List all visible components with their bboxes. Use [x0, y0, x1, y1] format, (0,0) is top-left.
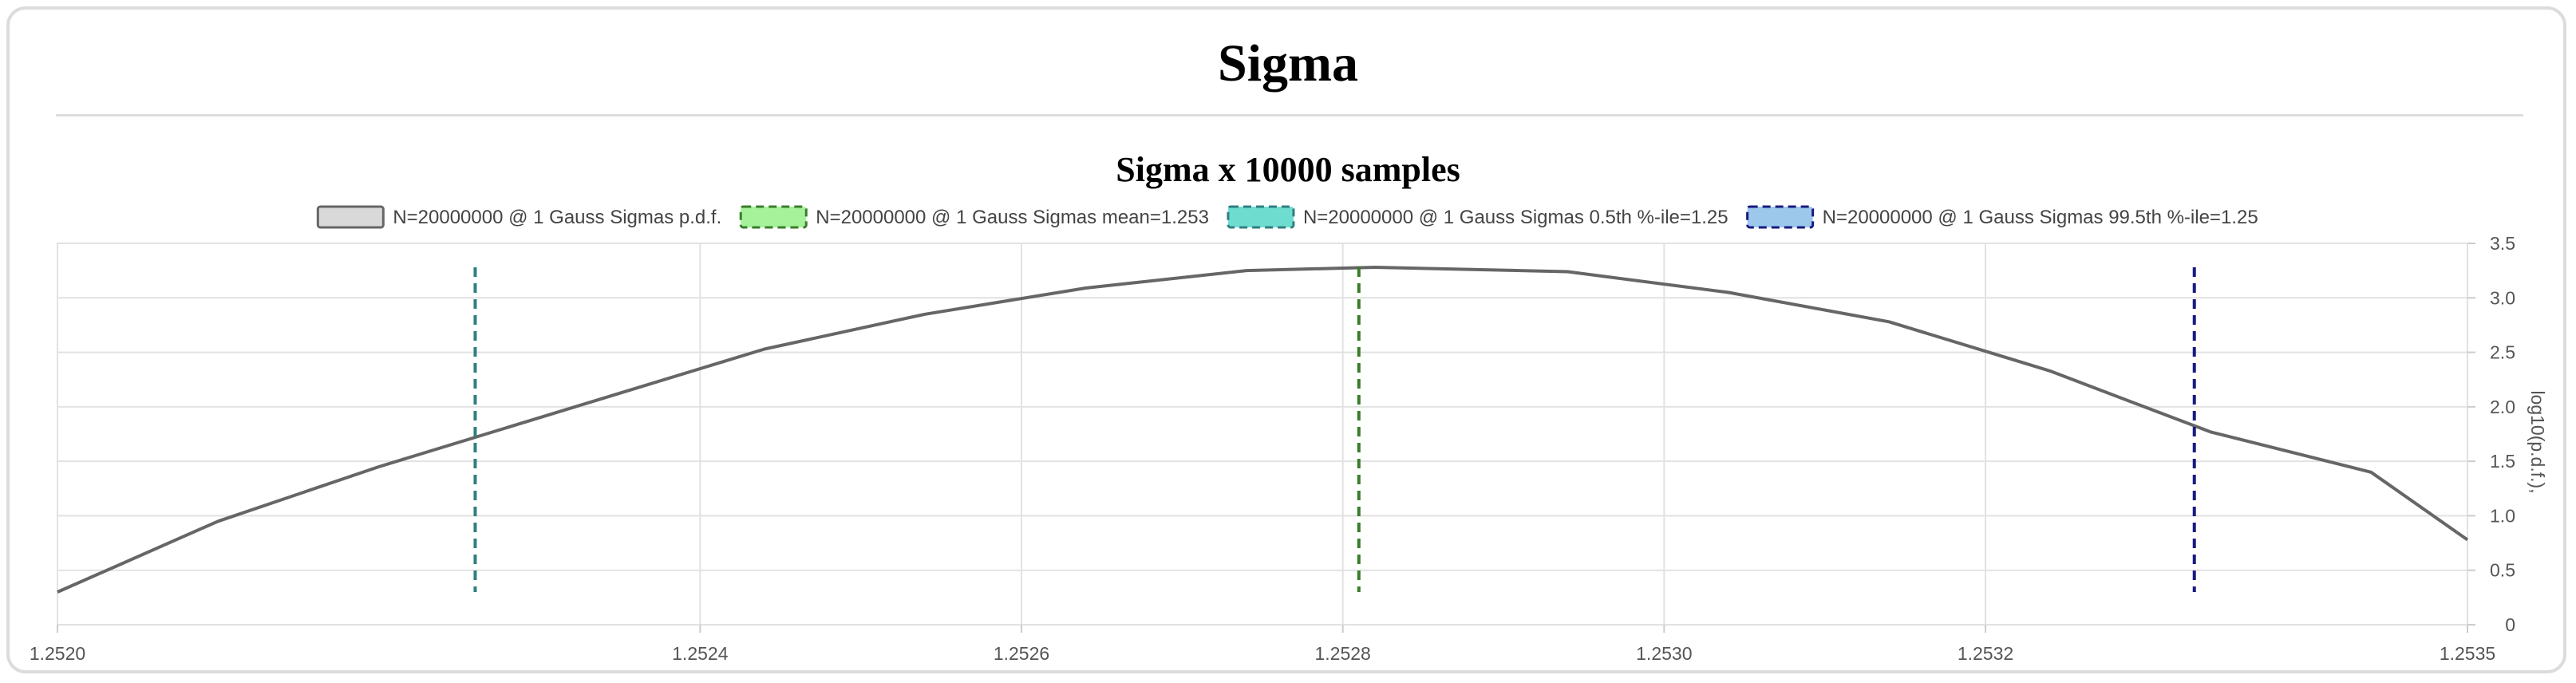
y-tick-label: 2.0 [2490, 397, 2515, 417]
legend-label: N=20000000 @ 1 Gauss Sigmas 99.5th %-ile… [1823, 207, 2258, 228]
plot-border [57, 243, 2468, 626]
legend-item[interactable]: N=20000000 @ 1 Gauss Sigmas p.d.f. [316, 205, 721, 229]
title-divider [56, 114, 2523, 116]
y-tick-label: 3.0 [2490, 287, 2515, 308]
plot-area [57, 266, 2469, 594]
x-tick-label: 1.2535 [2440, 643, 2495, 664]
legend-swatch [1227, 205, 1295, 229]
legend-swatch [739, 205, 808, 229]
x-tick-label: 1.2530 [1636, 643, 1692, 664]
x-tick-label: 1.2520 [30, 643, 85, 664]
x-tick-label: 1.2524 [672, 643, 729, 664]
legend-item[interactable]: N=20000000 @ 1 Gauss Sigmas mean=1.253 [739, 205, 1209, 229]
y-tick-label: 1.0 [2490, 505, 2515, 526]
chart-card [6, 6, 2566, 673]
y-tick-label: 0.5 [2490, 560, 2515, 581]
legend-swatch [316, 205, 385, 229]
legend-swatch [1746, 205, 1815, 229]
page-title: Sigma [1217, 34, 1359, 93]
y-tick-label: 2.5 [2490, 342, 2515, 363]
legend-item[interactable]: N=20000000 @ 1 Gauss Sigmas 99.5th %-ile… [1746, 205, 2258, 229]
legend-label: N=20000000 @ 1 Gauss Sigmas mean=1.253 [816, 207, 1209, 228]
y-axis: 0 0.5 1.0 1.5 2.0 2.5 3.0 3.5 [2467, 233, 2515, 635]
x-tick-label: 1.2532 [1958, 643, 2013, 664]
chart-title: Sigma x 10000 samples [1116, 150, 1460, 189]
legend-label: N=20000000 @ 1 Gauss Sigmas p.d.f. [393, 207, 721, 228]
y-tick-label: 1.5 [2490, 451, 2515, 472]
legend-item[interactable]: N=20000000 @ 1 Gauss Sigmas 0.5th %-ile=… [1227, 205, 1729, 229]
legend: N=20000000 @ 1 Gauss Sigmas p.d.f. N=2000… [316, 205, 2258, 229]
y-tick-label: 3.5 [2490, 233, 2515, 254]
pdf-series-line [57, 266, 2469, 594]
y-tick-label: 0 [2505, 614, 2515, 635]
y-axis-title: log10(p.d.f.), [2527, 390, 2548, 493]
x-tick-label: 1.2526 [994, 643, 1049, 664]
x-axis: 1.2520 1.2524 1.2526 1.2528 1.2530 1.2532 1.25… [30, 625, 2495, 664]
grid [57, 243, 2468, 626]
legend-label: N=20000000 @ 1 Gauss Sigmas 0.5th %-ile=… [1303, 207, 1729, 228]
x-tick-label: 1.2528 [1314, 643, 1370, 664]
